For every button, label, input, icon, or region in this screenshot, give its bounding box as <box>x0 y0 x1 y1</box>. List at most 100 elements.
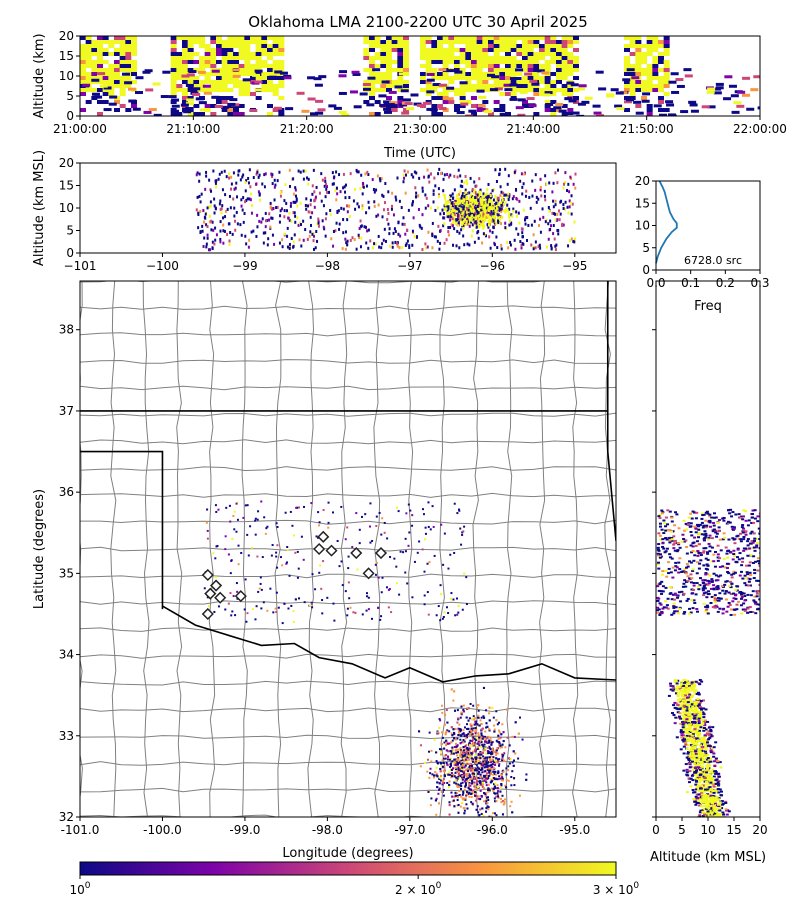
plan-source <box>507 769 510 772</box>
time-height-cell <box>663 40 670 44</box>
time-height-cell <box>488 112 494 116</box>
lon-alt-source <box>335 186 338 190</box>
time-height-cell <box>238 40 245 44</box>
time-height-cell <box>715 82 724 86</box>
plan-source <box>260 588 263 591</box>
lon-alt-source <box>418 176 421 180</box>
lon-alt-source <box>488 200 491 204</box>
plan-source <box>263 516 266 519</box>
plan-source <box>483 743 486 746</box>
lon-alt-source <box>359 225 362 229</box>
time-height-cell <box>454 70 463 74</box>
lon-alt-source <box>569 175 572 179</box>
time-height-cell <box>108 40 115 44</box>
plan-source <box>463 754 466 757</box>
time-height-cell <box>614 104 623 108</box>
plan-source <box>383 531 386 534</box>
plan-source <box>465 576 468 579</box>
lon-alt-source <box>460 196 463 200</box>
plan-source <box>455 742 458 745</box>
plan-source <box>461 768 464 771</box>
time-height-cell <box>488 40 494 44</box>
plan-source <box>294 551 297 554</box>
lon-alt-source <box>493 222 496 226</box>
plan-source <box>464 782 467 785</box>
plan-source <box>454 818 456 820</box>
lon-alt-source <box>553 237 556 241</box>
time-height-cell <box>561 88 568 92</box>
plan-source <box>281 564 284 567</box>
plan-source <box>500 746 503 749</box>
plan-source <box>487 787 490 790</box>
lon-alt-source <box>252 229 255 233</box>
lon-alt-source <box>465 200 468 204</box>
county-line <box>80 573 616 579</box>
lon-alt-source <box>461 218 464 222</box>
lon-alt-source <box>496 246 499 250</box>
county-line <box>142 281 150 817</box>
lon-alt-source <box>487 210 490 214</box>
time-height-cell <box>97 88 103 92</box>
time-height-cell <box>124 81 133 85</box>
time-height-cell <box>171 104 180 108</box>
lon-alt-source <box>487 198 490 202</box>
time-height-cell <box>561 64 568 68</box>
lon-alt-source <box>437 187 440 191</box>
lon-alt-source <box>521 242 524 246</box>
time-height-cell <box>176 36 183 40</box>
lon-alt-source <box>482 192 485 196</box>
plan-source <box>442 770 445 773</box>
time-height-cell <box>550 108 557 112</box>
lon-alt-source <box>444 196 447 200</box>
plan-source <box>257 590 260 593</box>
time-height-cell <box>437 36 443 40</box>
lon-alt-source <box>544 220 547 224</box>
time-height-cell <box>476 64 483 68</box>
plan-source <box>297 567 300 570</box>
plan-source <box>463 726 466 729</box>
plan-source <box>448 771 451 774</box>
plan-source <box>266 609 269 612</box>
plan-source <box>474 717 477 720</box>
plan-source <box>499 777 502 780</box>
plan-source <box>450 772 453 775</box>
lon-alt-source <box>222 241 225 245</box>
time-height-cell <box>505 80 511 84</box>
time-height-cell <box>170 64 177 68</box>
plan-source <box>508 744 511 747</box>
time-height-cell <box>250 76 256 80</box>
plan-source <box>366 595 369 598</box>
time-height-cell <box>391 108 398 112</box>
time-height-cell <box>80 76 86 80</box>
plan-source <box>468 775 471 778</box>
lon-alt-source <box>458 203 461 207</box>
time-height-cell <box>91 80 98 84</box>
time-height-cell <box>459 56 466 60</box>
lon-alt-source <box>292 245 295 249</box>
lon-alt-source <box>508 219 511 223</box>
plan-source <box>279 556 282 559</box>
plan-source <box>455 770 458 773</box>
time-height-cell <box>391 40 398 44</box>
time-height-cell <box>561 60 568 64</box>
time-height-cell <box>197 88 206 92</box>
plan-source <box>435 760 438 763</box>
lon-alt-source <box>458 213 461 217</box>
plan-source <box>452 598 455 601</box>
plan-source <box>444 757 447 760</box>
plan-source <box>485 768 488 771</box>
lon-alt-source <box>495 235 498 239</box>
lon-alt-source <box>460 228 463 232</box>
histogram-annotation: 6728.0 src <box>684 254 742 267</box>
lon-alt-source <box>432 189 435 193</box>
plan-source <box>484 770 487 773</box>
plan-source <box>457 611 460 614</box>
lon-alt-source <box>384 182 387 186</box>
time-height-cell <box>192 87 201 91</box>
plan-source <box>466 826 468 828</box>
lon-alt-source <box>316 239 319 243</box>
lon-alt-source <box>332 182 335 186</box>
lon-alt-source <box>219 199 222 203</box>
plan-source <box>465 769 468 772</box>
time-height-cell <box>142 70 151 74</box>
